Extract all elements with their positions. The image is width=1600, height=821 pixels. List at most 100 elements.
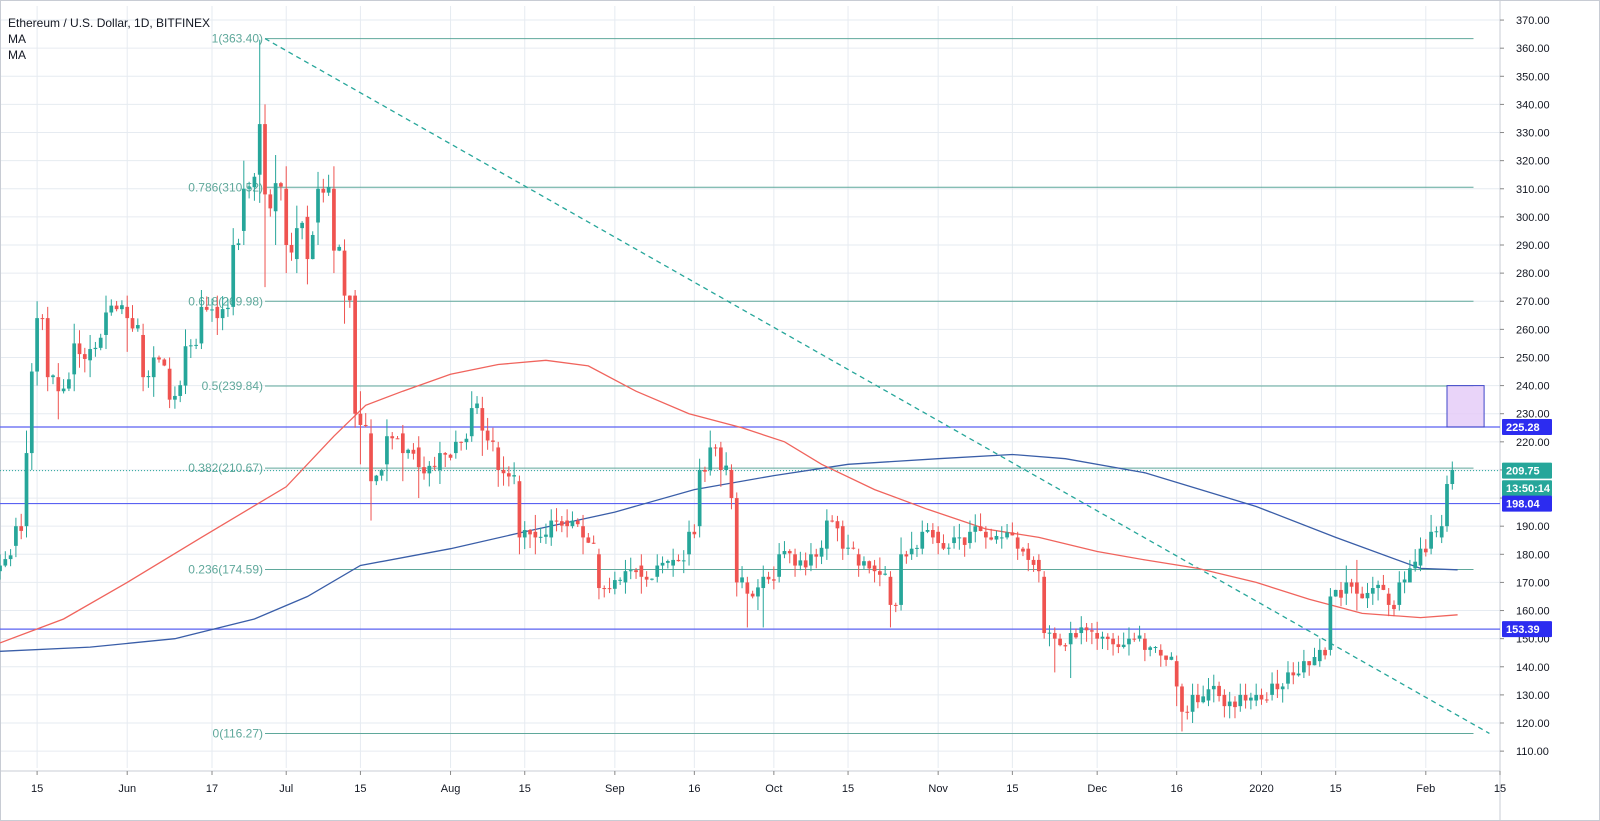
candle-body	[528, 530, 532, 535]
candle	[782, 541, 787, 559]
candle-body	[188, 345, 193, 347]
candle	[597, 548, 601, 600]
candle-body	[390, 436, 395, 439]
candle-body	[846, 547, 850, 549]
candle-body	[88, 349, 92, 361]
candle-body	[825, 520, 829, 549]
time-tick-label: Feb	[1416, 783, 1435, 795]
candle-body	[681, 560, 686, 562]
candle	[151, 346, 156, 397]
candle-body	[56, 377, 61, 392]
candle	[1047, 625, 1052, 647]
candle	[1450, 461, 1455, 490]
candle-body	[321, 188, 326, 193]
price-tag-label: 198.04	[1506, 499, 1541, 511]
candle-body	[756, 587, 760, 597]
candle-body	[35, 318, 39, 372]
candle-body	[814, 554, 819, 557]
candle-body	[438, 453, 442, 470]
candle	[305, 205, 310, 285]
candle	[989, 528, 994, 541]
candle	[968, 520, 972, 549]
candle	[1259, 688, 1264, 705]
candle	[51, 374, 55, 385]
candle	[1413, 549, 1418, 572]
fib-level-label: 0(116.27)	[213, 726, 263, 740]
candle	[1158, 644, 1163, 667]
candle-body	[1174, 661, 1179, 687]
candle-body	[878, 571, 882, 575]
candle-body	[485, 430, 490, 441]
candle	[1370, 576, 1375, 605]
candle-body	[1434, 531, 1439, 533]
candle	[400, 424, 405, 482]
candle-body	[835, 521, 840, 529]
candle-body	[19, 526, 24, 531]
candle	[215, 295, 220, 335]
candle-body	[793, 554, 797, 566]
candle	[655, 554, 660, 583]
candle	[1217, 681, 1221, 702]
candle	[88, 334, 92, 378]
candle-body	[734, 498, 739, 583]
candle	[45, 306, 50, 392]
candle	[284, 166, 289, 274]
candle	[628, 557, 633, 580]
candle	[1121, 632, 1126, 649]
candle	[72, 323, 77, 392]
candle	[1445, 475, 1449, 532]
time-tick-label: 15	[1330, 783, 1342, 795]
candle-body	[29, 371, 34, 454]
candle	[363, 413, 368, 428]
fib-retracement: 1(363.40) 0.786(310.52) 0.618(269.98) 0.5(2…	[188, 32, 1474, 740]
candle	[787, 549, 792, 564]
candle-body	[946, 547, 951, 549]
candle	[1095, 621, 1100, 650]
candle	[210, 298, 214, 322]
candle	[1249, 692, 1253, 710]
price-tag-box	[1502, 495, 1552, 512]
candle	[35, 301, 39, 386]
candle-body	[1355, 582, 1359, 594]
indicator-label-ma-2[interactable]: MA	[8, 48, 26, 62]
candle-body	[565, 520, 569, 527]
candle-body	[1259, 694, 1264, 700]
candle	[899, 537, 903, 611]
candle-body	[1031, 559, 1036, 565]
candle	[1063, 643, 1068, 652]
candles	[0, 39, 1455, 732]
price-tags: 225.28 209.75 13:50:14 198.04 153.39	[1502, 418, 1552, 638]
indicator-label-ma-1[interactable]: MA	[8, 32, 26, 46]
candle	[634, 567, 638, 579]
candle	[994, 530, 999, 544]
price-tick-label: 230.00	[1516, 409, 1550, 421]
candle	[422, 456, 426, 480]
time-tick-label: 2020	[1249, 783, 1273, 795]
price-tag-label: 225.28	[1506, 422, 1540, 434]
candle	[1169, 652, 1174, 661]
candle-body	[1386, 593, 1391, 605]
candle-body	[1190, 694, 1195, 712]
candle	[777, 543, 782, 583]
candle-body	[984, 531, 988, 538]
candle-body	[904, 554, 909, 557]
candle-body	[1132, 638, 1137, 640]
candle-body	[1402, 579, 1407, 583]
price-tag-label: 209.75	[1506, 466, 1540, 478]
candle	[358, 391, 363, 465]
candle	[522, 521, 527, 550]
candle	[1105, 633, 1110, 651]
candle	[135, 318, 140, 332]
candle-body	[337, 246, 342, 251]
candle-body	[263, 124, 267, 195]
candle	[984, 526, 988, 549]
candle-body	[342, 250, 347, 296]
candle	[697, 458, 702, 538]
candle-body	[1328, 596, 1333, 650]
candle-body	[952, 537, 956, 544]
target-zone-rect	[1446, 385, 1485, 428]
price-tick-label: 350.00	[1516, 71, 1550, 83]
candle-body	[830, 520, 835, 522]
candle-body	[999, 537, 1004, 539]
candle	[342, 239, 347, 324]
